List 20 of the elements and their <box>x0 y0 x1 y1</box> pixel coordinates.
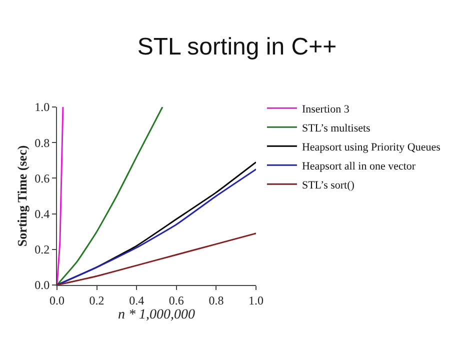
y-tick-label: 0.0 <box>34 278 50 292</box>
y-tick-label: 0.2 <box>34 242 50 257</box>
x-tick-label: 0.4 <box>129 293 144 308</box>
x-tick-label: 0.8 <box>208 293 224 308</box>
y-tick-label: 0.4 <box>34 207 50 221</box>
x-tick-label: 0.6 <box>168 293 184 308</box>
chart-title: STL sorting in C++ <box>137 34 337 61</box>
x-tick-label: 0.2 <box>89 293 104 308</box>
y-tick-label: 1.0 <box>34 100 50 114</box>
legend-label: Insertion 3 <box>302 103 350 116</box>
y-tick-label: 0.8 <box>34 136 50 150</box>
x-tick-label: 0.0 <box>50 293 64 308</box>
legend-label: Heapsort using Priority Queues <box>302 141 440 154</box>
x-axis-title: n * 1,000,000 <box>118 308 195 323</box>
x-tick-label: 1.0 <box>248 293 264 308</box>
y-axis-title: Sorting Time (sec) <box>14 145 30 247</box>
legend-label: Heapsort all in one vector <box>302 160 416 172</box>
legend-label: STL’s multisets <box>302 122 370 134</box>
y-tick-label: 0.6 <box>34 171 50 186</box>
legend-label: STL’s sort() <box>302 179 355 192</box>
